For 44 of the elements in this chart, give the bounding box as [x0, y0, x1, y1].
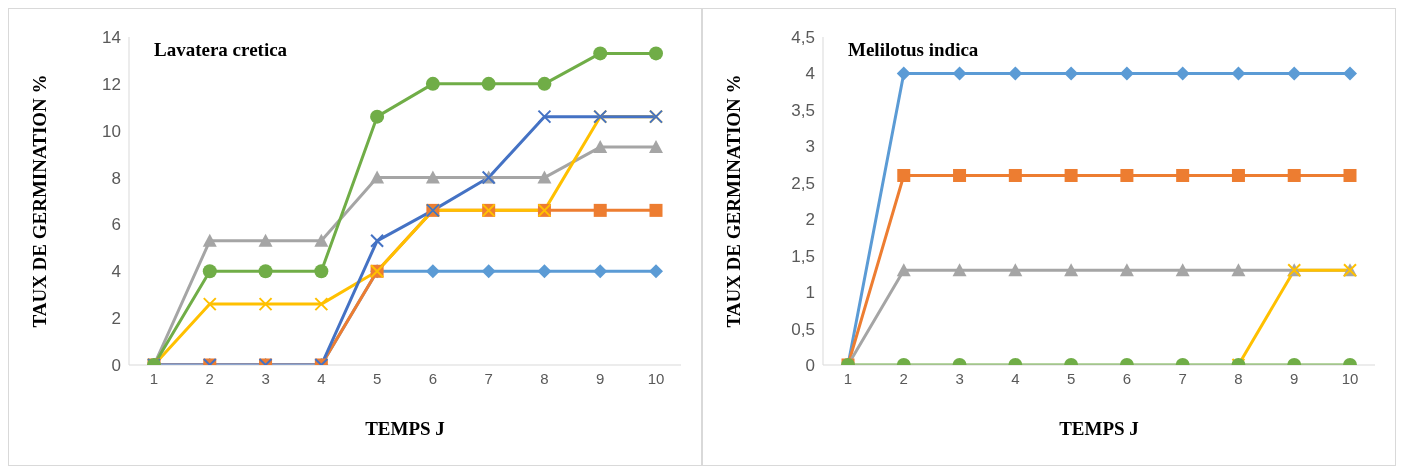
x-tick-label: 6: [1122, 369, 1132, 387]
x-tick-label: 8: [1234, 369, 1243, 387]
x-tick-label: 4: [1011, 369, 1020, 387]
x-tick-label: 8: [540, 369, 549, 387]
y-axis-title: TAUX DE GERMINATION %: [722, 74, 744, 328]
x-tick-label: 9: [1290, 369, 1299, 387]
x-tick-label: 3: [261, 369, 270, 387]
chart-title: Melilotus indica: [848, 39, 979, 61]
y-tick-label: 8: [111, 168, 121, 188]
y-tick-label: 0: [805, 356, 815, 376]
x-axis-title: TEMPS J: [1059, 418, 1139, 439]
y-tick-label: 0: [111, 356, 121, 376]
x-tick-label: 1: [149, 369, 159, 387]
x-tick-label: 7: [484, 369, 493, 387]
y-tick-label: 10: [102, 121, 121, 141]
y-tick-label: 4: [805, 64, 815, 84]
x-tick-label: 3: [955, 369, 964, 387]
y-tick-label: 0,5: [791, 319, 815, 339]
x-tick-label: 5: [1066, 369, 1076, 387]
x-tick-label: 1: [843, 369, 853, 387]
y-tick-label: 6: [111, 215, 121, 235]
y-tick-label: 4,5: [791, 28, 815, 48]
y-tick-label: 1,5: [791, 246, 815, 266]
x-tick-label: 2: [205, 369, 214, 387]
y-tick-label: 1: [805, 283, 815, 303]
y-tick-label: 14: [102, 28, 121, 48]
y-tick-label: 3,5: [791, 100, 815, 120]
x-tick-label: 9: [596, 369, 605, 387]
y-tick-label: 4: [111, 262, 121, 282]
y-tick-label: 2: [805, 210, 815, 230]
x-tick-label: 7: [1178, 369, 1187, 387]
x-tick-label: 10: [1341, 369, 1359, 387]
x-tick-label: 6: [428, 369, 438, 387]
y-tick-label: 2,5: [791, 173, 815, 193]
y-tick-label: 3: [805, 137, 815, 157]
y-tick-label: 2: [111, 309, 121, 329]
x-axis-title: TEMPS J: [365, 418, 445, 439]
x-tick-label: 10: [647, 369, 665, 387]
x-tick-label: 5: [372, 369, 382, 387]
x-tick-label: 4: [317, 369, 326, 387]
y-axis-title: TAUX DE GERMINATION %: [28, 74, 50, 328]
chart-title: Lavatera cretica: [154, 39, 288, 61]
x-tick-label: 2: [899, 369, 908, 387]
y-tick-label: 12: [102, 74, 121, 94]
